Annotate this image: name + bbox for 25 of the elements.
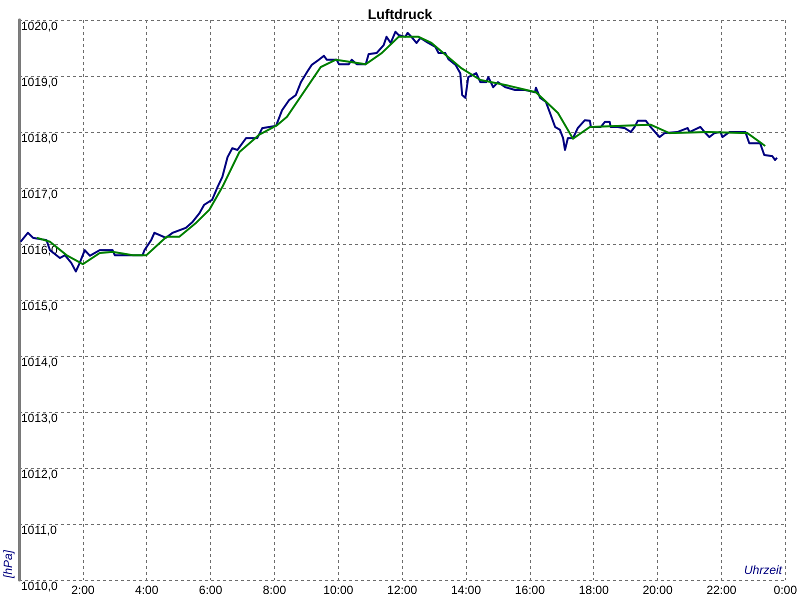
x-tick-label: 4:00 [135, 583, 159, 597]
y-tick-label: 1020,0 [21, 19, 58, 33]
x-tick-label: 14:00 [451, 583, 482, 597]
x-tick-label: 20:00 [642, 583, 673, 597]
x-tick-label: 6:00 [198, 583, 223, 597]
x-tick-label: 18:00 [578, 583, 610, 597]
x-tick-label: 16:00 [514, 583, 546, 597]
x-tick-label: 10:00 [323, 583, 354, 597]
y-tick-label: 1011,0 [21, 523, 58, 537]
y-tick-label: 1018,0 [21, 131, 58, 145]
y-tick-label: 1013,0 [21, 411, 58, 425]
x-axis-title: Uhrzeit [744, 563, 783, 577]
y-tick-label: 1015,0 [21, 299, 58, 313]
y-tick-label: 1019,0 [21, 75, 58, 89]
x-tick-label: 8:00 [262, 583, 286, 597]
chart-title: Luftdruck [368, 6, 432, 22]
y-tick-label: 1010,0 [21, 579, 58, 593]
x-tick-label: 12:00 [387, 583, 418, 597]
y-tick-label: 1014,0 [21, 355, 58, 369]
y-tick-label: 1017,0 [21, 187, 58, 201]
x-tick-label: 2:00 [71, 583, 95, 597]
x-tick-label: 0:00 [774, 583, 798, 597]
y-tick-label: 1012,0 [21, 467, 58, 481]
y-axis-title: [hPa] [1, 549, 15, 579]
x-tick-label: 22:00 [706, 583, 737, 597]
